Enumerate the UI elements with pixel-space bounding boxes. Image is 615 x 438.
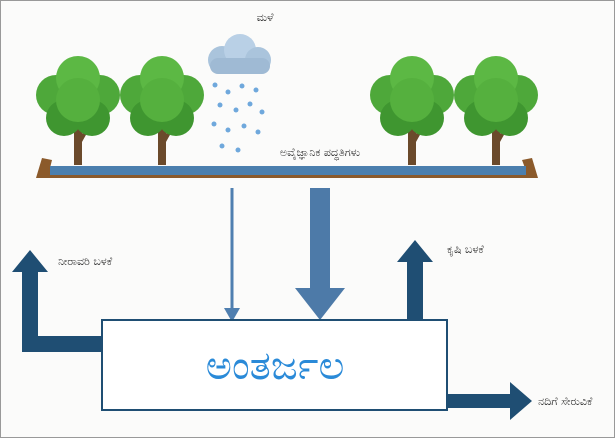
page: ಮಳೆ ಅವೈಜ್ಞಾನಿಕ ಪದ್ಧತಿಗಳು ನೀರಾವರಿ ಬಳಕೆ ಕೃ… [0,0,615,438]
river-label: ನದಿಗೆ ಸೇರುವಿಕೆ [538,395,593,408]
rain-label: ಮಳೆ [257,11,274,24]
irrigation-label: ನೀರಾವರಿ ಬಳಕೆ [58,255,113,268]
agriculture-label: ಕೃಷಿ ಬಳಕೆ [447,243,484,256]
groundwater-label: ಅಂತರ್ಜಲ [206,343,345,389]
practices-label: ಅವೈಜ್ಞಾನಿಕ ಪದ್ಧತಿಗಳು [280,146,361,161]
diagram: ಮಳೆ ಅವೈಜ್ಞಾನಿಕ ಪದ್ಧತಿಗಳು ನೀರಾವರಿ ಬಳಕೆ ಕೃ… [0,0,615,438]
